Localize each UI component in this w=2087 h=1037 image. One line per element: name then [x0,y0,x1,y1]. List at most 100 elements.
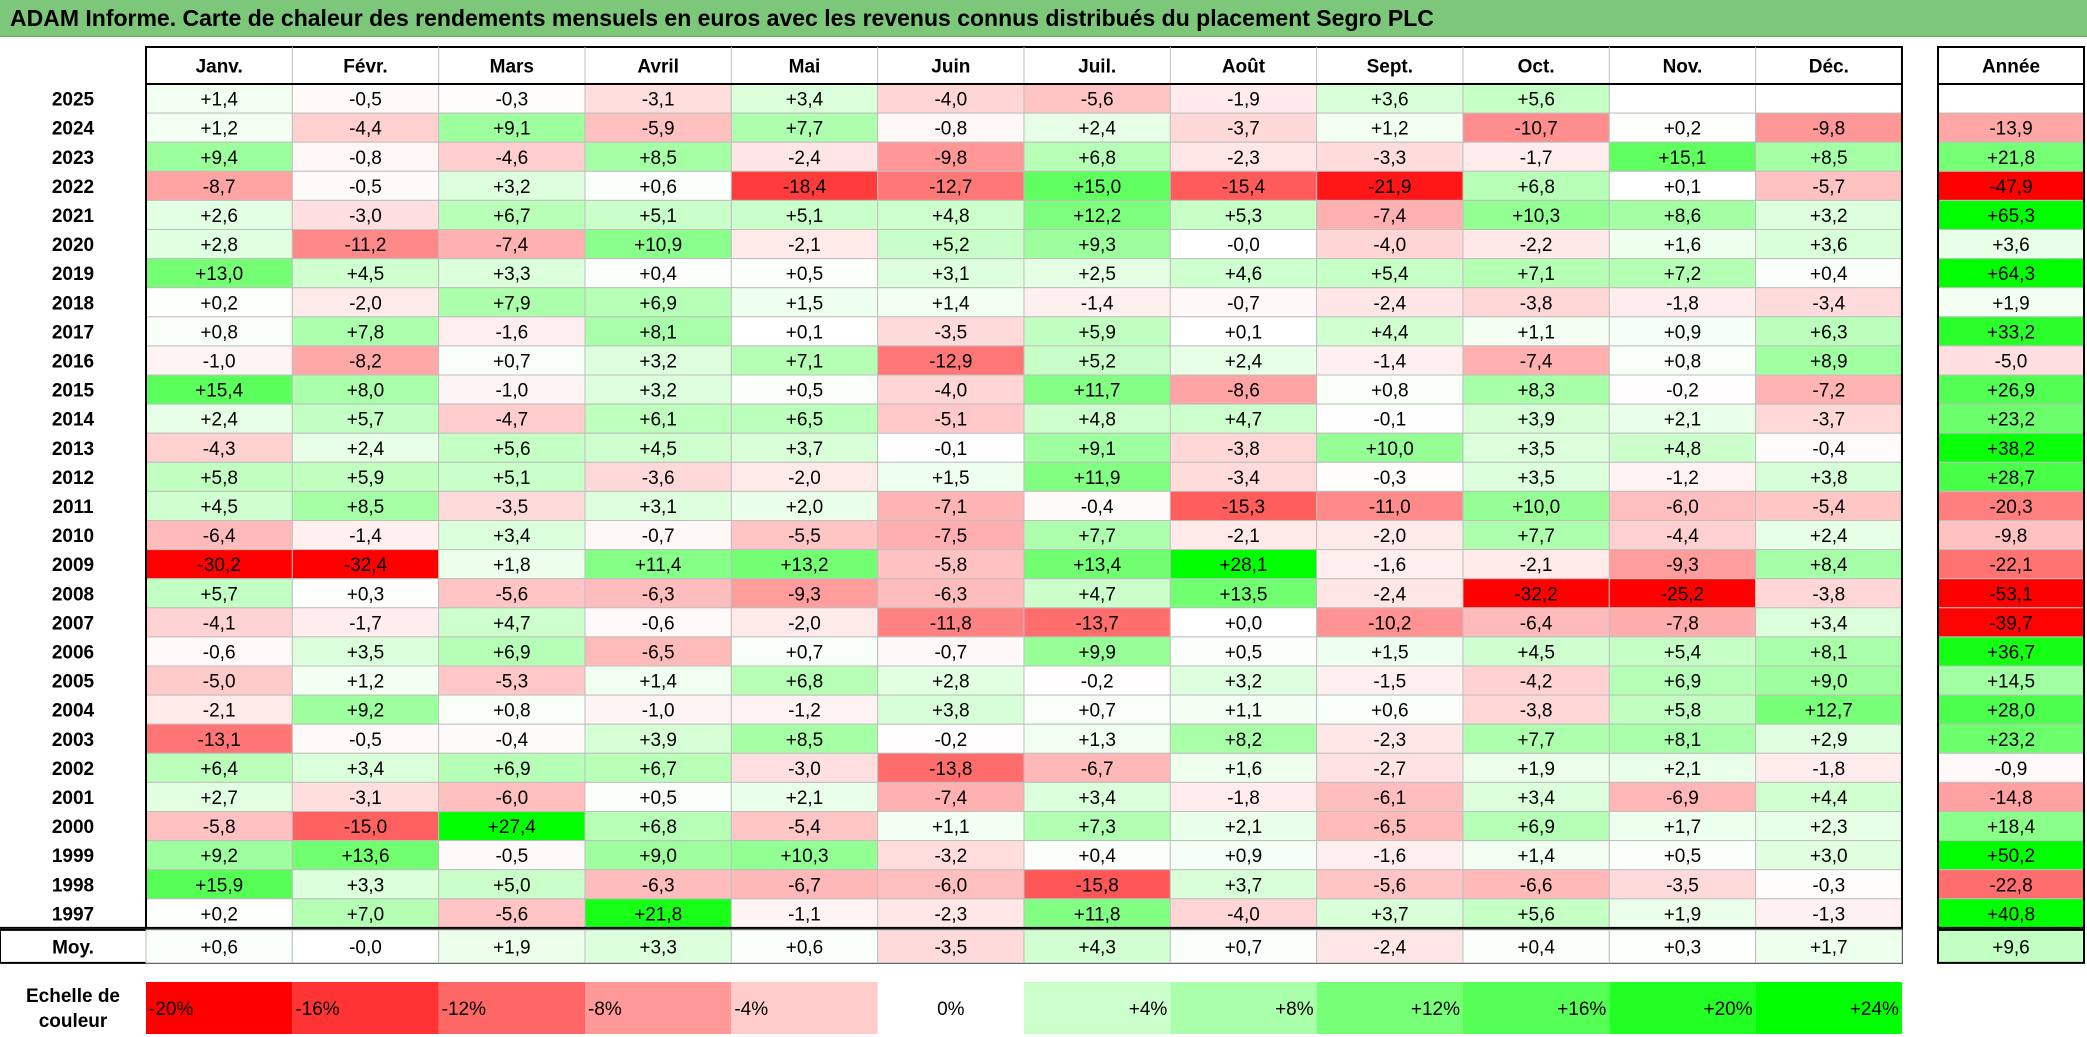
cell-value: +3,5 [1517,439,1555,460]
cell-value: -4,4 [349,119,382,140]
row-year-label: 2004 [52,701,95,722]
heat-cell [291,607,440,638]
cell-value: -0,5 [349,177,382,198]
heat-cell [1608,345,1757,376]
cell-value: -15,8 [1075,875,1118,896]
scale-step-label: 0% [937,999,965,1020]
cell-value: +15,0 [1073,177,1121,198]
cell-value: +0,2 [1664,119,1702,140]
heat-cell [145,287,293,318]
heat-cell [877,83,1025,114]
heat-cell [1023,258,1171,289]
heat-cell [145,520,293,551]
heat-cell [877,403,1025,434]
cell-value: -5,6 [1373,875,1406,896]
cell-value: +3,8 [932,701,970,722]
heat-cell [1608,112,1757,143]
heat-cell [730,170,879,201]
heat-cell [730,694,879,725]
cell-value: +1,4 [639,672,677,693]
cell-value: -11,8 [930,613,972,634]
heat-cell [584,258,732,289]
year-total-value: -39,7 [1989,613,2032,634]
heat-cell [1462,578,1610,609]
heat-cell [1462,461,1610,492]
cell-value: +5,1 [786,206,824,227]
cell-value: +9,4 [200,148,238,169]
cell-value: -5,6 [495,584,528,605]
cell-value: +1,4 [1517,846,1555,867]
heat-cell [1608,636,1757,667]
cell-value: +6,3 [1810,322,1848,343]
cell-value: -18,4 [783,177,827,198]
cell-value: -6,0 [934,875,967,896]
cell-value: +6,1 [639,410,677,431]
heat-cell [145,258,293,289]
scale-step-label: +16% [1557,999,1606,1020]
cell-value: -2,7 [1373,759,1406,780]
average-cell [584,929,732,964]
heat-cell [1023,345,1171,376]
cell-value: +2,3 [1810,817,1848,838]
cell-value: -11,2 [345,235,387,256]
cell-value: -0,2 [934,730,967,751]
cell-value: +5,1 [493,468,531,489]
cell-value: -13,1 [198,730,241,751]
cell-value: +0,5 [1225,642,1263,663]
heat-cell [1755,316,1903,347]
heat-cell [877,287,1025,318]
cell-value: +6,4 [200,759,238,780]
month-header: Oct. [1518,57,1555,78]
cell-value: +2,9 [1810,730,1848,751]
cell-value: +0,7 [493,351,531,372]
cell-value: +7,1 [786,351,824,372]
cell-value: +2,4 [1078,119,1116,140]
scale-swatch [438,982,585,1034]
year-total-value: +1,9 [1992,293,2030,314]
cell-value: -5,8 [934,555,967,576]
heat-cell [1169,607,1318,638]
heat-cell [1608,316,1757,347]
year-total-cell [1937,752,2085,783]
heat-cell [730,316,879,347]
cell-value: +4,5 [200,497,238,518]
cell-value: +4,6 [1225,264,1263,285]
cell-value: -1,0 [495,381,528,402]
heat-cell [1169,549,1318,580]
cell-value: +3,4 [1078,788,1116,809]
cell-value: -10,2 [1368,613,1411,634]
average-value: +0,7 [1225,937,1263,958]
cell-value: +9,0 [1810,672,1848,693]
cell-value: +0,8 [1371,381,1409,402]
month-header: Août [1222,57,1266,78]
cell-value: +10,9 [634,235,682,256]
year-total-value: +64,3 [1987,264,2035,285]
heat-cell [877,752,1025,783]
average-cell [730,929,879,964]
cell-value: +3,1 [639,497,677,518]
heat-cell [1462,258,1610,289]
heat-cell [1169,490,1318,521]
cell-value: -13,7 [1075,613,1118,634]
year-total-cell [1937,374,2085,405]
cell-value: +0,9 [1664,322,1702,343]
row-year-label: 2010 [52,526,94,547]
heat-cell [1316,345,1464,376]
cell-value: -8,2 [349,351,382,372]
year-total-cell [1937,141,2085,172]
cell-value: -3,6 [642,468,675,489]
cell-value: -5,3 [495,672,528,693]
cell-value: +6,9 [493,759,531,780]
heat-cell [145,578,293,609]
heat-cell [291,694,440,725]
average-value: +3,3 [639,937,677,958]
average-year-value: +9,6 [1992,937,2030,958]
heat-cell [145,898,293,929]
heat-cell [1023,461,1171,492]
cell-value: -7,4 [1373,206,1406,227]
cell-value: +0,8 [200,322,238,343]
cell-value: +6,7 [493,206,531,227]
scale-step-label: -8% [588,999,622,1020]
cell-value: +3,5 [1517,468,1555,489]
scale-swatch [292,982,439,1034]
